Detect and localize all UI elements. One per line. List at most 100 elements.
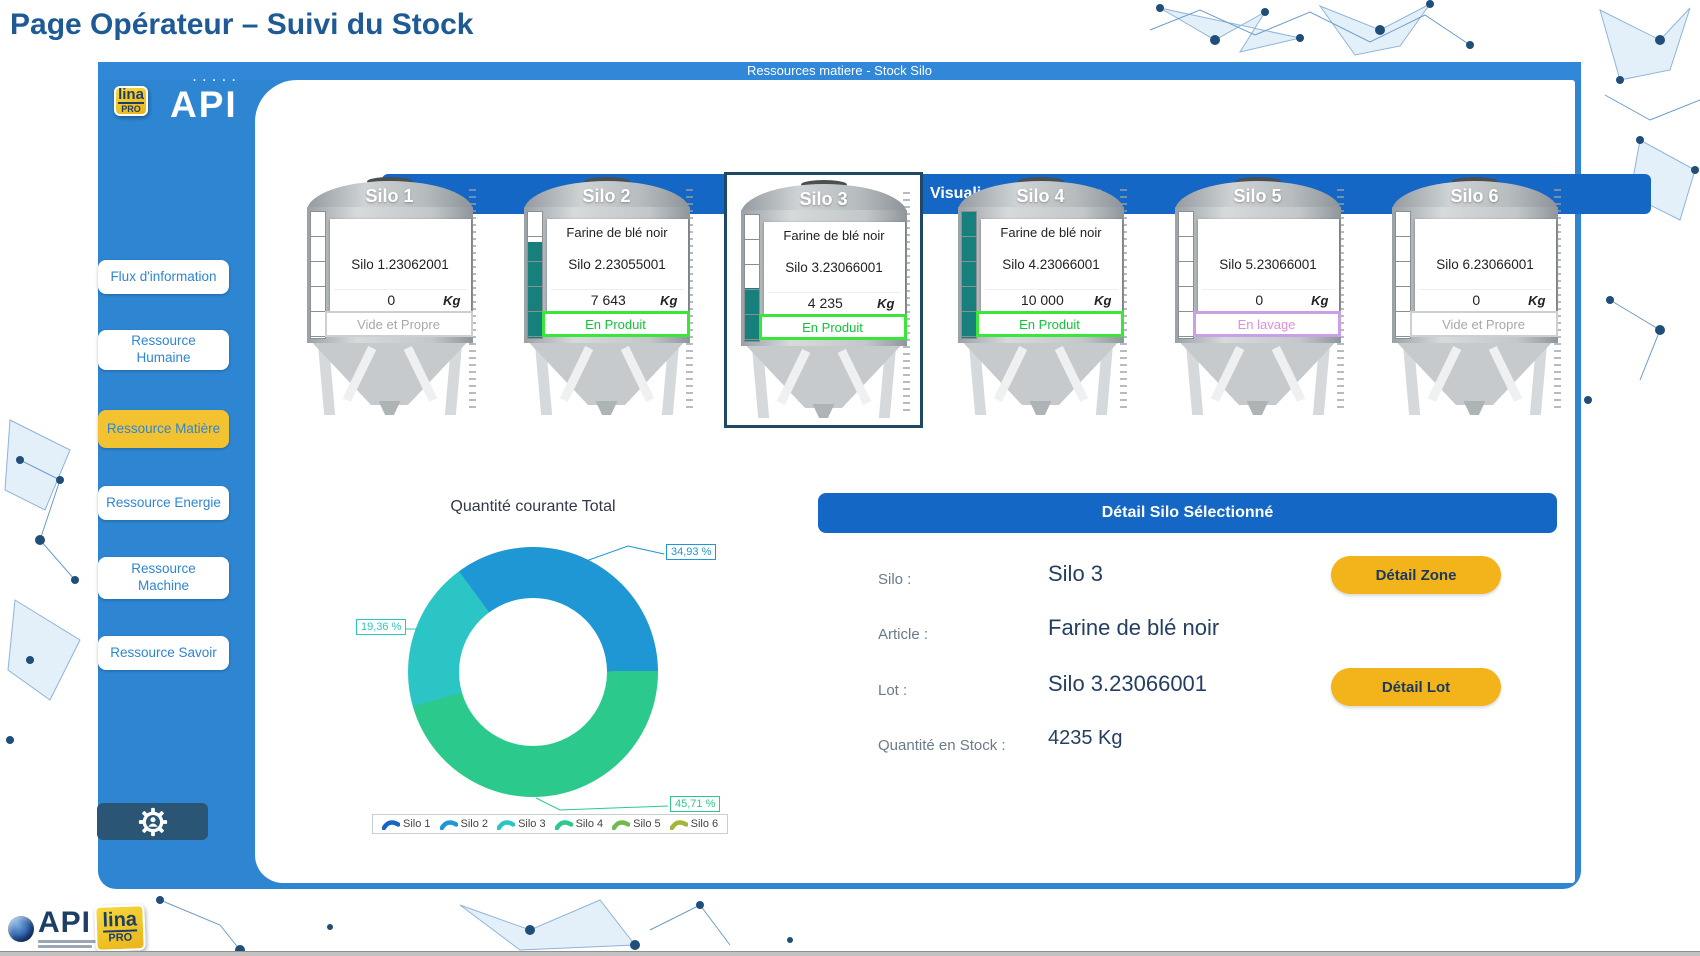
silo-card-silo-1[interactable]: Silo 1 Silo 1.23062001 0 Kg Vide et Prop… [290, 172, 489, 428]
globe-icon [8, 916, 34, 942]
silo-hopper [524, 343, 690, 421]
legend-item-silo-2[interactable]: Silo 2 [439, 818, 489, 830]
detail-qty-label: Quantité en Stock : [878, 737, 1006, 754]
sidebar-item-flux-d-information[interactable]: Flux d'information [98, 260, 229, 294]
silo-card-silo-5[interactable]: Silo 5 Silo 5.23066001 0 Kg En lavage [1158, 172, 1357, 428]
silo-unit: Kg [877, 296, 895, 311]
panel-top-bar-title: Ressources matiere - Stock Silo [747, 63, 932, 78]
legend-item-silo-1[interactable]: Silo 1 [382, 818, 431, 830]
silo-info-card: Farine de blé noir Silo 3.23066001 4 235… [763, 222, 905, 314]
silo-quantity: 4 235 [807, 295, 843, 311]
linapro-footer-logo: lina PRO [94, 904, 146, 952]
silo-level-gauge [309, 211, 326, 339]
silo-article: Farine de blé noir [783, 228, 885, 243]
api-logo: • • • • • API [170, 78, 238, 125]
silo-name: Silo 6 [1450, 186, 1499, 206]
chart-legend: Silo 1 Silo 2 Silo 3 Silo 4 Silo 5 Silo … [372, 814, 729, 834]
legend-item-silo-4[interactable]: Silo 4 [554, 818, 603, 830]
legend-label: Silo 1 [403, 818, 431, 830]
silo-status-badge: En lavage [1192, 311, 1341, 337]
silo-article: Farine de blé noir [1000, 225, 1102, 240]
silo-info-card: Farine de blé noir Silo 4.23066001 10 00… [980, 219, 1122, 311]
silo-body: Silo 5.23066001 0 Kg En lavage [1174, 207, 1341, 343]
selected-silo-detail: Détail Silo Sélectionné Silo : Silo 3 Dé… [818, 493, 1557, 813]
silo-name: Silo 2 [582, 186, 631, 206]
legend-label: Silo 5 [633, 818, 661, 830]
chart-callout: 19,36 % [356, 619, 407, 635]
silo-card-silo-4[interactable]: Silo 4 Farine de blé noir Silo 4.2306600… [941, 172, 1140, 428]
sidebar-item-label: Ressource Machine [131, 561, 196, 593]
silo-name: Silo 3 [799, 189, 848, 209]
silo-hopper [958, 343, 1124, 421]
silo-body: Farine de blé noir Silo 4.23066001 10 00… [957, 207, 1124, 343]
silo-status-badge: En Produit [541, 311, 690, 337]
silo-unit: Kg [1528, 293, 1546, 308]
silo-card-silo-6[interactable]: Silo 6 Silo 6.23066001 0 Kg Vide et Prop… [1375, 172, 1574, 428]
silo-article [334, 225, 467, 240]
legend-item-silo-6[interactable]: Silo 6 [669, 818, 719, 830]
silo-lot: Silo 1.23062001 [351, 257, 449, 272]
sidebar-item-ressource-matiere[interactable]: Ressource Matière [98, 410, 229, 448]
silo-card-silo-2[interactable]: Silo 2 Farine de blé noir Silo 2.2305500… [507, 172, 706, 428]
silo-lot: Silo 5.23066001 [1219, 257, 1317, 272]
api-caption [38, 940, 100, 950]
legend-swoosh-icon [382, 819, 400, 830]
legend-swoosh-icon [497, 819, 516, 830]
api-footer-logo: API [8, 908, 100, 950]
silo-level-gauge [1394, 211, 1411, 339]
legend-item-silo-5[interactable]: Silo 5 [612, 818, 661, 830]
detail-lot-label: Lot : [878, 682, 908, 699]
settings-button[interactable] [97, 803, 208, 840]
sidebar-item-label: Flux d'information [110, 268, 217, 284]
silo-name: Silo 5 [1233, 186, 1282, 206]
silo-hopper [1392, 343, 1558, 421]
detail-silo-value: Silo 3 [1048, 561, 1104, 586]
silo-hopper [741, 346, 907, 424]
silo-name: Silo 1 [365, 186, 414, 206]
sidebar-item-ressource-energie[interactable]: Ressource Energie [98, 486, 229, 520]
silo-article [1419, 225, 1552, 240]
silo-hopper [1175, 343, 1341, 421]
silo-level-gauge [526, 211, 543, 339]
silo-card-silo-3[interactable]: Silo 3 Farine de blé noir Silo 3.2306600… [724, 172, 923, 428]
silo-info-card: Silo 5.23066001 0 Kg [1197, 219, 1339, 311]
silo-lot: Silo 3.23066001 [785, 260, 883, 275]
legend-swoosh-icon [612, 819, 631, 830]
legend-label: Silo 2 [460, 818, 489, 830]
silo-info-card: Farine de blé noir Silo 2.23055001 7 643… [546, 219, 688, 311]
silo-unit: Kg [443, 293, 461, 308]
sidebar-item-ressource-machine[interactable]: Ressource Machine [98, 557, 229, 599]
silo-hopper [307, 343, 473, 421]
donut-hole [459, 598, 607, 746]
chart-callout: 45,71 % [670, 796, 721, 812]
legend-item-silo-3[interactable]: Silo 3 [497, 818, 546, 830]
chart-title: Quantité courante Total [450, 498, 616, 515]
detail-article-value: Farine de blé noir [1048, 615, 1220, 640]
silo-quantity: 0 [387, 292, 396, 308]
detail-lot-button[interactable]: Détail Lot [1331, 668, 1501, 706]
silo-body: Silo 1.23062001 0 Kg Vide et Propre [306, 207, 473, 343]
detail-qty-value: 4235 Kg [1048, 727, 1123, 749]
panel-top-bar: Ressources matiere - Stock Silo [98, 62, 1581, 80]
silo-article: Farine de blé noir [566, 225, 668, 240]
silo-status-badge: Vide et Propre [324, 311, 473, 337]
silo-body: Farine de blé noir Silo 3.23066001 4 235… [740, 210, 907, 346]
silo-info-card: Silo 6.23066001 0 Kg [1414, 219, 1556, 311]
detail-header: Détail Silo Sélectionné [818, 493, 1557, 533]
legend-swoosh-icon [439, 819, 458, 830]
silo-quantity: 10 000 [1020, 292, 1064, 308]
silo-level-gauge [743, 214, 760, 342]
silo-lot: Silo 4.23066001 [1002, 257, 1100, 272]
legend-label: Silo 3 [518, 818, 546, 830]
gear-user-icon [138, 807, 167, 836]
silo-lot: Silo 2.23055001 [568, 257, 666, 272]
silo-status-badge: En Produit [758, 314, 907, 340]
detail-zone-button[interactable]: Détail Zone [1331, 556, 1501, 594]
detail-article-label: Article : [878, 626, 929, 643]
sidebar-item-ressource-savoir[interactable]: Ressource Savoir [98, 636, 229, 670]
legend-swoosh-icon [669, 819, 688, 830]
sidebar-item-ressource-humaine[interactable]: Ressource Humaine [98, 330, 229, 370]
legend-label: Silo 6 [690, 818, 719, 830]
silo-quantity: 0 [1255, 292, 1264, 308]
